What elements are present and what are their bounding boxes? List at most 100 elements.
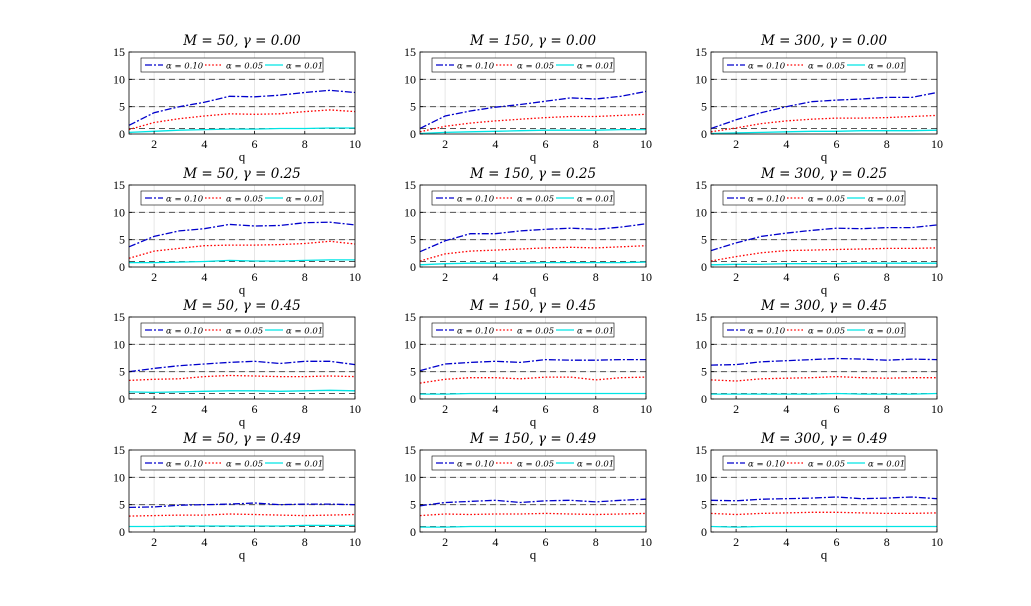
x-tick-label: 10	[349, 535, 361, 549]
legend-box	[140, 455, 324, 471]
x-tick-label: 8	[884, 402, 890, 416]
x-axis-label: q	[530, 149, 537, 164]
subplot-title: M = 150, γ = 0.25	[469, 166, 596, 182]
x-tick-label: 10	[349, 402, 361, 416]
legend: α = 0.10 α = 0.05 α = 0.01	[722, 455, 906, 471]
legend-label: α = 0.10	[457, 62, 495, 72]
legend-label: α = 0.01	[577, 327, 614, 337]
legend-label: α = 0.05	[226, 195, 263, 205]
series-line	[129, 259, 355, 264]
x-tick-label: 2	[733, 270, 739, 284]
y-tick-label: 5	[410, 233, 416, 247]
subplot-title: M = 300, γ = 0.25	[760, 166, 887, 182]
x-tick-label: 10	[931, 535, 943, 549]
axes-frame	[710, 316, 938, 400]
legend-box	[431, 190, 615, 206]
y-tick-label: 15	[695, 45, 707, 59]
y-tick-label: 0	[119, 525, 125, 539]
legend-box	[140, 57, 324, 73]
y-tick-label: 10	[695, 470, 707, 484]
y-tick-label: 10	[113, 470, 125, 484]
x-tick-label: 6	[252, 137, 258, 151]
x-tick-label: 2	[151, 137, 157, 151]
x-axis-label: q	[530, 282, 537, 297]
legend-label: α = 0.10	[748, 195, 786, 205]
x-tick-label: 8	[302, 402, 308, 416]
legend-box	[431, 455, 615, 471]
series-line	[419, 358, 646, 372]
legend-box	[140, 190, 324, 206]
legend: α = 0.10 α = 0.05 α = 0.01	[431, 190, 615, 206]
x-tick-label: 4	[492, 535, 498, 549]
y-tick-label: 0	[410, 525, 416, 539]
x-tick-label: 8	[884, 137, 890, 151]
y-tick-label: 0	[701, 525, 707, 539]
series-line	[419, 498, 647, 507]
legend-label: α = 0.10	[166, 327, 204, 337]
x-tick-label: 10	[349, 270, 361, 284]
series-line	[710, 496, 938, 502]
x-tick-label: 8	[302, 137, 308, 151]
legend-box	[722, 322, 906, 338]
legend-label: α = 0.05	[226, 327, 263, 337]
legend-label: α = 0.05	[226, 460, 263, 470]
y-tick-label: 5	[701, 100, 707, 114]
legend: α = 0.10 α = 0.05 α = 0.01	[140, 57, 324, 73]
x-tick-label: 10	[640, 535, 652, 549]
y-tick-label: 0	[119, 392, 125, 406]
legend-label: α = 0.01	[868, 195, 905, 205]
series-line	[710, 224, 938, 252]
x-tick-label: 10	[640, 270, 652, 284]
y-tick-label: 0	[410, 127, 416, 141]
y-tick-label: 5	[701, 233, 707, 247]
legend-label: α = 0.05	[226, 62, 263, 72]
legend-label: α = 0.10	[748, 327, 786, 337]
y-tick-label: 0	[701, 392, 707, 406]
axes-frame	[710, 184, 938, 268]
legend-label: α = 0.01	[868, 327, 905, 337]
y-tick-label: 10	[113, 337, 125, 351]
subplot-title: M = 150, γ = 0.00	[469, 33, 596, 49]
y-tick-label: 15	[113, 45, 125, 59]
x-tick-label: 2	[151, 535, 157, 549]
axes-frame	[419, 51, 647, 135]
axes-frame	[128, 449, 356, 533]
legend-box	[140, 322, 324, 338]
x-axis-label: q	[530, 547, 537, 562]
y-tick-label: 15	[404, 443, 416, 457]
subplot-title: M = 150, γ = 0.49	[469, 431, 596, 447]
series-line	[710, 525, 937, 528]
legend-label: α = 0.05	[517, 460, 554, 470]
subplot-title: M = 300, γ = 0.49	[760, 431, 887, 447]
series-line	[128, 502, 356, 509]
x-tick-label: 6	[543, 137, 549, 151]
y-tick-label: 0	[410, 260, 416, 274]
x-tick-label: 10	[349, 137, 361, 151]
y-tick-label: 15	[404, 310, 416, 324]
y-tick-label: 5	[410, 365, 416, 379]
subplot-title: M = 50, γ = 0.00	[182, 33, 301, 49]
x-tick-label: 8	[593, 137, 599, 151]
legend-label: α = 0.01	[577, 195, 614, 205]
axes-frame	[710, 449, 938, 533]
y-tick-label: 5	[119, 365, 125, 379]
legend-box	[722, 190, 906, 206]
y-tick-label: 10	[695, 337, 707, 351]
legend: α = 0.10 α = 0.05 α = 0.01	[140, 322, 324, 338]
series-line	[419, 223, 647, 253]
legend-label: α = 0.01	[868, 62, 905, 72]
x-tick-label: 6	[834, 402, 840, 416]
axes-frame	[419, 184, 647, 268]
x-tick-label: 4	[201, 402, 207, 416]
legend-box	[431, 57, 615, 73]
legend: α = 0.10 α = 0.05 α = 0.01	[140, 190, 324, 206]
y-tick-label: 5	[119, 100, 125, 114]
x-tick-label: 2	[733, 402, 739, 416]
x-tick-label: 6	[834, 137, 840, 151]
x-tick-label: 6	[543, 535, 549, 549]
x-axis-label: q	[821, 414, 828, 429]
